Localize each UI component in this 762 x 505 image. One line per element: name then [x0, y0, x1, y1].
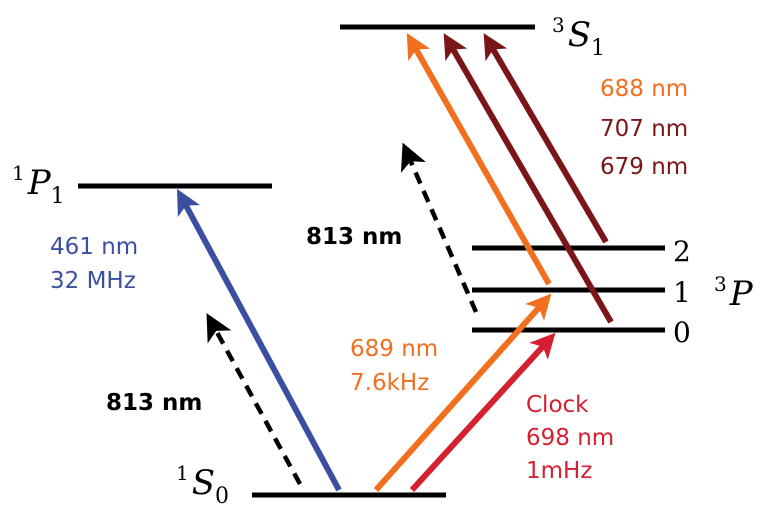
- label-1mhz: 1mHz: [526, 458, 592, 484]
- label-j2: 2: [673, 235, 691, 268]
- label-j1: 1: [673, 276, 691, 309]
- label-j0: 0: [673, 316, 691, 349]
- label-1s0: 1S0: [176, 461, 229, 505]
- arrow-813nm-right: [400, 142, 479, 313]
- arrow-688nm: [406, 33, 552, 286]
- label-3p: 3P: [714, 272, 754, 314]
- label-clock: Clock: [526, 392, 589, 418]
- label-1p1: 1P1: [12, 161, 65, 209]
- arrow-707nm: [443, 33, 614, 324]
- label-698nm: 698 nm: [526, 425, 614, 451]
- arrow-679nm: [483, 33, 609, 244]
- arrow-461nm: [177, 188, 342, 492]
- label-688nm: 688 nm: [600, 76, 688, 102]
- arrow-813nm-left: [206, 313, 302, 486]
- label-461nm: 461 nm: [50, 234, 138, 260]
- label-813nm-left: 813 nm: [106, 390, 202, 416]
- label-679nm: 679 nm: [600, 154, 688, 180]
- label-707nm: 707 nm: [600, 116, 688, 142]
- label-3s1: 3S1: [552, 13, 605, 61]
- label-7.6khz: 7.6kHz: [350, 370, 429, 396]
- arrow-698nm-clock: [409, 332, 556, 493]
- arrow-689nm: [373, 293, 552, 492]
- label-689nm: 689 nm: [350, 336, 438, 362]
- label-813nm-right: 813 nm: [306, 224, 402, 250]
- label-32mhz: 32 MHz: [50, 268, 136, 294]
